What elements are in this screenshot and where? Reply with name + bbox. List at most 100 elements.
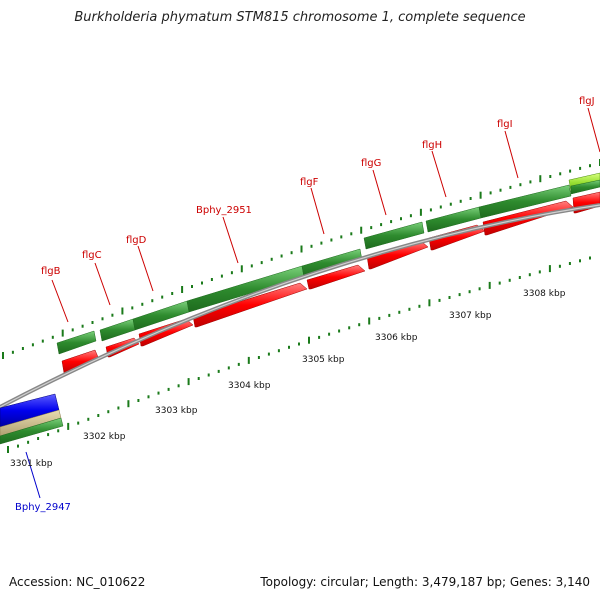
flgI-label[interactable]: flgI (497, 119, 513, 130)
scale-label-3301: 3301 kbp (10, 459, 53, 469)
flgF-callout-line (310, 187, 325, 235)
map-title: Burkholderia phymatum STM815 chromosome … (74, 10, 526, 25)
inner-ring-tick (538, 270, 541, 274)
outer-ring-tick (21, 347, 24, 350)
outer-ring-tick (489, 191, 492, 195)
flgB-label[interactable]: flgB (41, 266, 61, 277)
outer-ring-tick (559, 172, 562, 176)
gene-Bphy_2947-block[interactable] (0, 393, 64, 445)
inner-ring-tick (27, 440, 30, 444)
outer-ring-tick (240, 265, 243, 273)
inner-ring-tick (568, 262, 571, 265)
flgJ-label[interactable]: flgJ (579, 96, 595, 107)
genome-backbone (0, 203, 600, 409)
outer-ring-tick (439, 205, 442, 209)
inner-ring-tick (338, 329, 341, 333)
inner-ring-tick (508, 278, 511, 282)
flgB-callout-line (51, 279, 69, 323)
inner-ring-tick (17, 444, 19, 448)
inner-ring-tick (277, 349, 280, 353)
outer-ring-tick (210, 278, 213, 281)
outer-ring-tick (230, 271, 233, 275)
inner-ring-tick (97, 414, 100, 417)
inner-ring-tick (438, 298, 441, 302)
inner-ring-tick (408, 307, 411, 311)
inner-ring-tick (448, 296, 451, 299)
outer-ring-tick (111, 313, 114, 317)
inner-ring-tick (217, 369, 220, 373)
inner-ring-tick (348, 326, 351, 330)
outer-ring-tick (529, 180, 532, 184)
flgG-label[interactable]: flgG (361, 158, 381, 169)
outer-ring-tick (191, 285, 193, 288)
inner-ring-tick (288, 345, 290, 349)
inner-ring-tick (428, 299, 431, 307)
scale-label-3306: 3306 kbp (375, 333, 418, 343)
outer-ring-tick (201, 281, 203, 285)
inner-ring-tick (488, 281, 491, 289)
outer-ring-tick (171, 292, 174, 295)
flgH-label[interactable]: flgH (422, 140, 442, 151)
outer-ring-tick (400, 217, 402, 221)
inner-ring-tick (67, 422, 70, 430)
flgF-label[interactable]: flgF (300, 177, 319, 188)
inner-ring-tick (197, 377, 200, 380)
outer-ring-tick (320, 241, 323, 245)
gene-track-forward (56, 172, 600, 355)
gene-flgC-block[interactable] (99, 318, 136, 342)
outer-ring-tick (101, 317, 104, 321)
inner-ring-tick (167, 387, 170, 391)
inner-ring-tick (247, 356, 250, 364)
outer-ring-tick (61, 329, 64, 337)
flgC-label[interactable]: flgC (82, 250, 102, 261)
outer-ring-tick (360, 226, 363, 234)
inner-ring-tick (558, 264, 561, 268)
inner-ring-tick (458, 293, 461, 297)
inner-ring-tick (468, 290, 471, 294)
inner-ring-tick (147, 395, 150, 399)
cds-flgF-arrow[interactable] (306, 264, 366, 290)
outer-ring-tick (220, 274, 223, 278)
outer-ring-tick (519, 183, 522, 187)
flgC-callout-line (94, 262, 111, 306)
outer-ring-tick (290, 251, 293, 255)
Bphy_2951-label[interactable]: Bphy_2951 (196, 205, 252, 216)
inner-ring-tick (177, 384, 180, 388)
gene-flgB-block[interactable] (56, 330, 97, 355)
cds-Bphy_2951-arrow[interactable] (192, 282, 308, 328)
inner-ring-tick (368, 317, 371, 325)
flgJ-callout-line (587, 107, 600, 153)
outer-ring-tick (429, 208, 432, 212)
inner-ring-tick (227, 366, 230, 370)
inner-ring-tick (518, 276, 521, 279)
inner-ring-tick (388, 313, 391, 317)
scale-labels: 3301 kbp 3302 kbp 3303 kbp 3304 kbp 3305… (10, 289, 566, 469)
outer-ring-tick (81, 324, 84, 328)
inner-ring-tick (528, 273, 531, 277)
gene-labels: flgB flgC flgD Bphy_2951 flgF flgG flgH … (15, 96, 600, 513)
outer-ring-tick (51, 335, 54, 339)
flgD-label[interactable]: flgD (126, 235, 147, 246)
outer-ring-tick (151, 299, 154, 303)
flgH-callout-line (431, 150, 447, 198)
outer-ring-tick (409, 214, 412, 218)
outer-ring-tick (121, 307, 124, 315)
outer-ring-tick (250, 264, 253, 268)
inner-ring-tick (398, 310, 401, 314)
gene-flgI-block[interactable] (478, 184, 572, 219)
outer-ring-tick (380, 223, 383, 227)
Bphy_2947-label[interactable]: Bphy_2947 (15, 502, 71, 513)
outer-ring-tick (390, 220, 393, 224)
outer-ring-tick (181, 286, 184, 293)
Bphy_2947-callout-line (25, 451, 41, 499)
inner-ring-tick (589, 256, 591, 260)
Bphy_2951-callout-line (222, 216, 239, 264)
flgI-callout-line (504, 130, 519, 179)
inner-ring-tick (328, 332, 331, 336)
outer-ring-tick (41, 339, 44, 343)
inner-ring-tick (548, 265, 551, 273)
outer-ring-tick (131, 306, 134, 310)
gene-flgG-block[interactable] (363, 221, 425, 250)
inner-ring-tick (378, 316, 381, 320)
